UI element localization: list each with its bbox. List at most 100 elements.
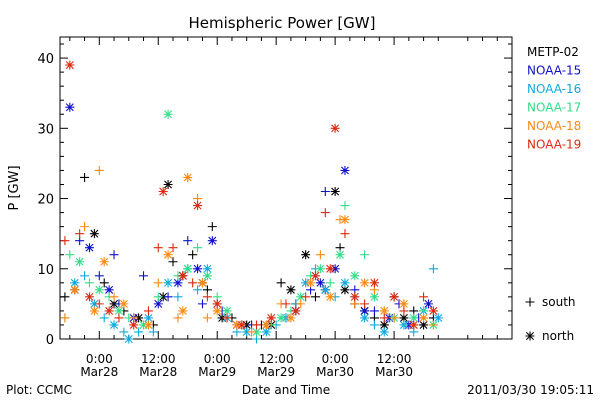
data-point — [360, 250, 370, 260]
x-tick-date-label: Mar29 — [198, 365, 236, 379]
data-point — [301, 292, 311, 302]
data-point — [330, 187, 340, 197]
x-tick-date-label: Mar28 — [80, 365, 118, 379]
data-point — [409, 313, 419, 323]
data-point — [158, 292, 168, 302]
data-points — [60, 60, 443, 344]
chart-title: Hemispheric Power [GW] — [189, 14, 376, 32]
data-point — [143, 313, 153, 323]
data-point — [129, 320, 139, 330]
y-axis-label: P [GW] — [7, 165, 22, 210]
data-point — [384, 313, 394, 323]
data-point — [325, 264, 335, 274]
data-point — [252, 327, 262, 337]
data-point — [183, 172, 193, 182]
x-tick-time-label: 12:00 — [259, 352, 294, 366]
data-point — [109, 320, 119, 330]
x-axis: 0:00Mar2812:00Mar280:00Mar2912:00Mar290:… — [69, 37, 498, 379]
data-point — [173, 278, 183, 288]
data-point — [158, 187, 168, 197]
plot-timestamp: 2011/03/30 19:05:11 — [467, 383, 594, 397]
south-marker-symbol — [525, 297, 535, 307]
x-tick-time-label: 12:00 — [377, 352, 412, 366]
north-marker-label: north — [542, 329, 574, 343]
data-point — [325, 278, 335, 288]
data-point — [340, 285, 350, 295]
data-point — [75, 257, 85, 267]
data-point — [109, 250, 119, 260]
x-tick-time-label: 0:00 — [204, 352, 231, 366]
data-point — [350, 271, 360, 281]
data-point — [409, 320, 419, 330]
data-point — [286, 313, 296, 323]
data-point — [65, 102, 75, 112]
data-point — [247, 327, 257, 337]
legend-entry: NOAA-18 — [527, 119, 581, 133]
data-point — [202, 292, 212, 302]
data-point — [360, 299, 370, 309]
data-point — [423, 299, 433, 309]
data-point — [89, 306, 99, 316]
data-point — [360, 278, 370, 288]
y-tick-label: 40 — [37, 52, 54, 67]
data-point — [70, 285, 80, 295]
data-point — [202, 271, 212, 281]
data-point — [99, 257, 109, 267]
data-point — [94, 299, 104, 309]
data-point — [428, 320, 438, 330]
data-point — [89, 229, 99, 239]
data-point — [369, 320, 379, 330]
data-point — [60, 313, 70, 323]
data-point — [340, 229, 350, 239]
north-marker-symbol — [525, 331, 535, 341]
data-point — [153, 278, 163, 288]
data-point — [60, 292, 70, 302]
data-point — [119, 327, 129, 337]
data-point — [183, 236, 193, 246]
data-point — [360, 306, 370, 316]
data-point — [193, 201, 203, 211]
data-point — [80, 172, 90, 182]
data-point — [276, 313, 286, 323]
data-point — [315, 264, 325, 274]
data-point — [143, 320, 153, 330]
data-point — [75, 229, 85, 239]
data-point — [232, 320, 242, 330]
data-point — [340, 215, 350, 225]
data-point — [99, 278, 109, 288]
data-point — [60, 236, 70, 246]
x-tick-time-label: 12:00 — [141, 352, 176, 366]
data-point — [399, 313, 409, 323]
data-point — [153, 243, 163, 253]
data-point — [252, 320, 262, 330]
data-point — [320, 187, 330, 197]
data-point — [193, 264, 203, 274]
data-point — [379, 306, 389, 316]
data-point — [99, 313, 109, 323]
x-tick-date-label: Mar29 — [257, 365, 295, 379]
x-axis-label: Date and Time — [242, 383, 330, 397]
data-point — [197, 299, 207, 309]
y-tick-label: 30 — [37, 122, 54, 137]
data-point — [114, 313, 124, 323]
data-point — [193, 285, 203, 295]
x-tick-date-label: Mar30 — [316, 365, 354, 379]
data-point — [80, 222, 90, 232]
data-point — [242, 327, 252, 337]
data-point — [168, 243, 178, 253]
data-point — [212, 306, 222, 316]
data-point — [310, 292, 320, 302]
data-point — [124, 334, 134, 344]
data-point — [222, 313, 232, 323]
data-point — [369, 306, 379, 316]
data-point — [306, 278, 316, 288]
data-point — [193, 243, 203, 253]
data-point — [80, 271, 90, 281]
x-tick-date-label: Mar30 — [375, 365, 413, 379]
data-point — [379, 313, 389, 323]
legend-entry: METP-02 — [527, 45, 579, 59]
data-point — [261, 327, 271, 337]
south-marker-label: south — [542, 295, 576, 309]
data-point — [266, 313, 276, 323]
data-point — [114, 306, 124, 316]
